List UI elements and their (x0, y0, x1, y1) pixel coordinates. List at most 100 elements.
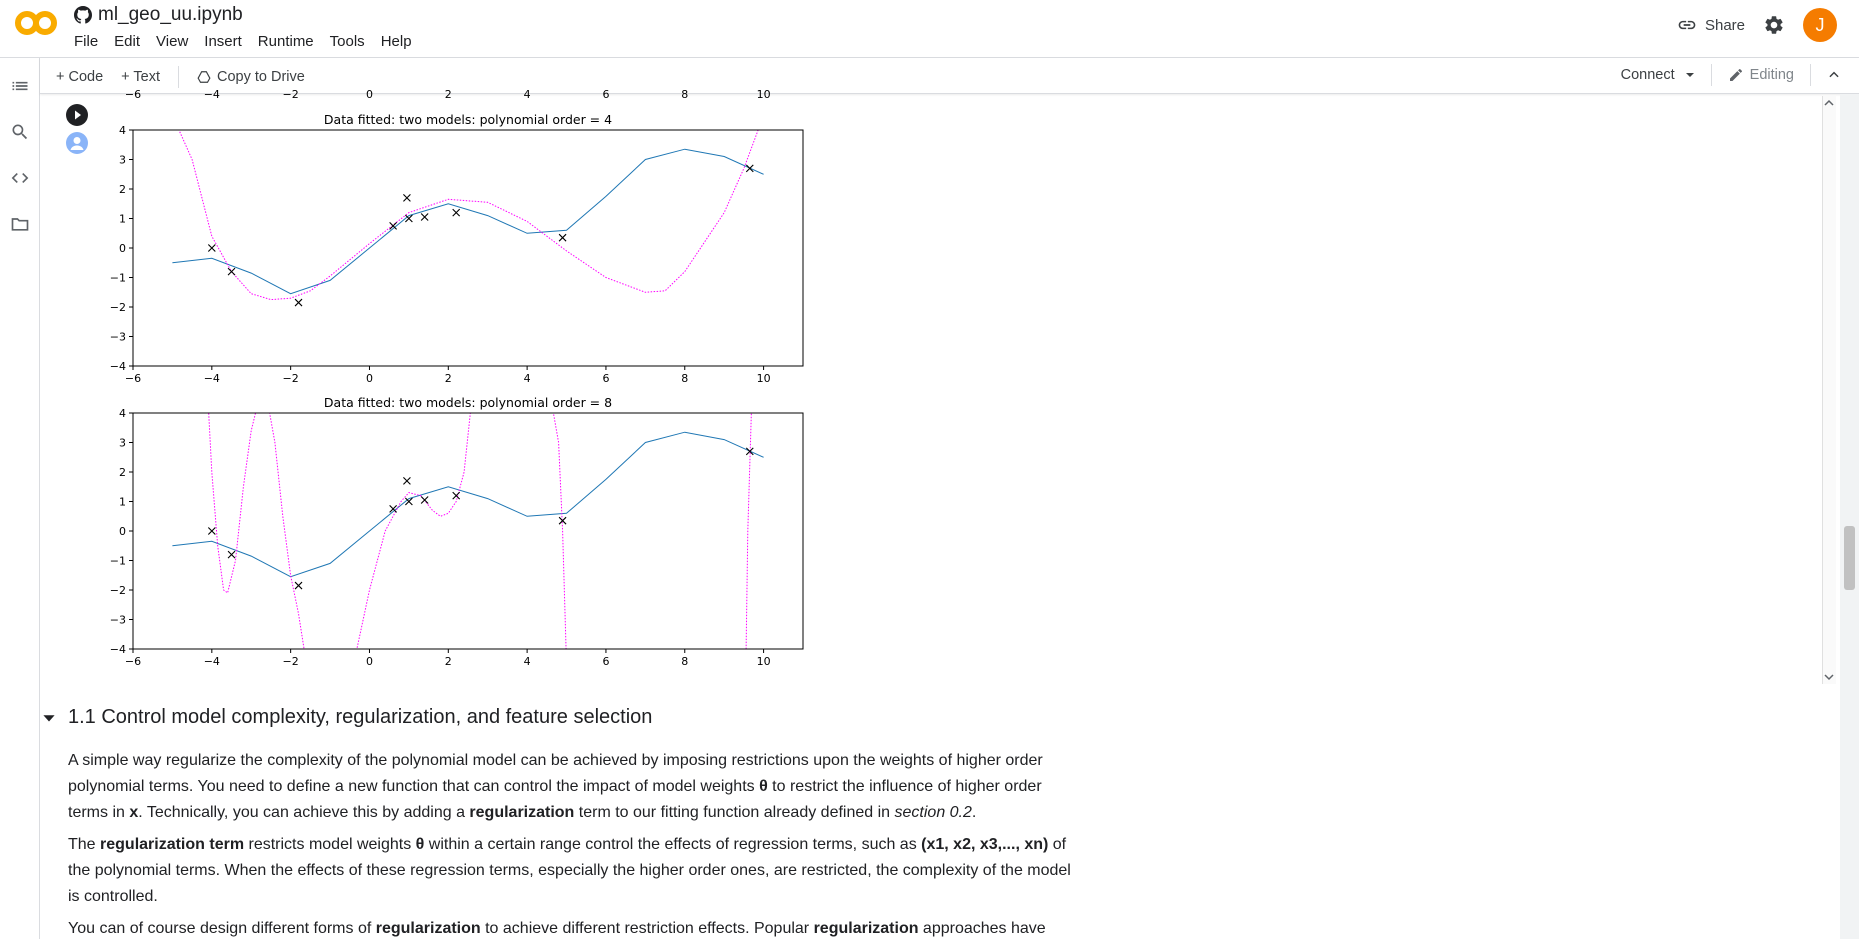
add-code-button[interactable]: + Code (56, 69, 104, 85)
data-point (452, 208, 461, 217)
magenta-fit-line (178, 130, 759, 301)
link-icon (1678, 20, 1696, 30)
cell-author-avatar (66, 132, 88, 154)
prev-xtick-label: −4 (204, 88, 220, 101)
gear-icon[interactable] (1763, 14, 1785, 36)
y-tick-label: −2 (110, 584, 126, 597)
data-point (403, 193, 411, 202)
share-button[interactable]: Share (1677, 15, 1745, 35)
connect-button[interactable]: Connect (1621, 67, 1695, 83)
prev-xtick-label: 8 (681, 88, 688, 101)
scroll-up-icon[interactable] (1824, 98, 1834, 108)
section-header: 1.1 Control model complexity, regulariza… (42, 706, 652, 729)
data-point (558, 516, 567, 525)
editing-mode-button[interactable]: Editing (1728, 67, 1794, 83)
x-tick-label: 2 (445, 655, 452, 668)
notebook-title[interactable]: ml_geo_uu.ipynb (98, 4, 243, 25)
chevron-down-icon (1685, 73, 1694, 77)
data-point (403, 476, 411, 485)
user-icon (70, 137, 84, 150)
x-tick-label: 6 (602, 655, 609, 668)
x-tick-label: 10 (757, 655, 771, 668)
toolbar-left: + Code + Text Copy to Drive (56, 66, 305, 88)
chart-title: Data fitted: two models: polynomial orde… (324, 112, 612, 127)
data-point (389, 504, 398, 513)
menu-help[interactable]: Help (380, 33, 412, 50)
copy-to-drive-label: Copy to Drive (217, 69, 305, 85)
output-scroll-track (1822, 96, 1836, 684)
menu-tools[interactable]: Tools (329, 33, 365, 50)
collapse-header-icon[interactable] (1827, 68, 1841, 82)
x-tick-label: 8 (681, 372, 688, 385)
y-tick-label: 0 (119, 242, 126, 255)
editing-label: Editing (1749, 67, 1794, 83)
colab-logo[interactable] (14, 10, 58, 36)
avatar-letter: J (1815, 14, 1825, 35)
x-tick-label: −4 (204, 372, 220, 385)
drive-icon (197, 71, 211, 83)
search-icon[interactable] (10, 122, 30, 142)
side-rail (0, 58, 40, 939)
data-point (227, 267, 236, 276)
prev-xtick-label: −6 (125, 88, 141, 101)
data-point (404, 214, 413, 223)
data-point (207, 244, 216, 252)
copy-to-drive-button[interactable]: Copy to Drive (197, 69, 305, 85)
data-point (745, 164, 754, 173)
y-tick-label: −2 (110, 301, 126, 314)
table-of-contents-icon[interactable] (10, 76, 30, 96)
y-tick-label: 2 (119, 466, 126, 479)
y-tick-label: 3 (119, 437, 126, 450)
connect-label: Connect (1620, 67, 1675, 83)
x-tick-label: −2 (283, 655, 299, 668)
x-tick-label: 2 (445, 372, 452, 385)
data-point (420, 213, 429, 221)
toolbar-divider-right-2 (1810, 64, 1811, 86)
data-point (745, 447, 754, 456)
toolbar-divider-right (1710, 64, 1712, 86)
y-tick-label: 2 (119, 183, 126, 196)
blue-true-curve (172, 431, 764, 578)
x-tick-label: −4 (204, 655, 220, 668)
collapse-section-icon[interactable] (42, 711, 56, 725)
data-point (227, 550, 236, 559)
menu-bar: File Edit View Insert Runtime Tools Help (66, 31, 420, 52)
app-header: ml_geo_uu.ipynb File Edit View Insert Ru… (0, 0, 1859, 58)
prev-xtick-label: −2 (283, 88, 299, 101)
data-point (389, 221, 398, 230)
data-point (294, 581, 303, 590)
run-cell-button[interactable] (66, 104, 88, 126)
menu-insert[interactable]: Insert (204, 33, 242, 50)
folder-icon[interactable] (10, 214, 30, 234)
github-icon (74, 6, 92, 24)
toolbar-divider (178, 66, 179, 88)
data-point (558, 233, 567, 242)
pencil-icon (1729, 68, 1742, 81)
menu-view[interactable]: View (156, 33, 189, 50)
y-tick-label: −1 (110, 272, 126, 285)
magenta-fit-line (208, 413, 752, 649)
x-tick-label: 10 (757, 372, 771, 385)
y-tick-label: 1 (119, 496, 126, 509)
notebook-toolbar: + Code + Text Copy to Drive Connect Edit… (40, 58, 1859, 94)
scroll-down-icon[interactable] (1824, 672, 1834, 682)
y-tick-label: −4 (110, 360, 126, 373)
prev-xtick-label: 0 (366, 88, 373, 101)
page-scrollbar[interactable] (1840, 94, 1859, 939)
add-text-button[interactable]: + Text (121, 69, 160, 85)
menu-edit[interactable]: Edit (114, 33, 141, 50)
output-scrollbar[interactable] (1822, 96, 1836, 684)
x-tick-label: 0 (366, 655, 373, 668)
y-tick-label: −4 (110, 643, 126, 656)
y-tick-label: 3 (119, 154, 126, 167)
y-tick-label: −3 (110, 331, 126, 344)
paragraph-2: The regularization term restricts model … (68, 836, 1071, 905)
avatar[interactable]: J (1803, 8, 1837, 42)
menu-file[interactable]: File (74, 33, 99, 50)
prev-xtick-label: 2 (445, 88, 452, 101)
page-scroll-thumb[interactable] (1844, 526, 1855, 590)
data-point (404, 497, 413, 506)
play-icon (75, 110, 81, 120)
menu-runtime[interactable]: Runtime (257, 33, 314, 50)
code-snippets-icon[interactable] (10, 168, 30, 188)
